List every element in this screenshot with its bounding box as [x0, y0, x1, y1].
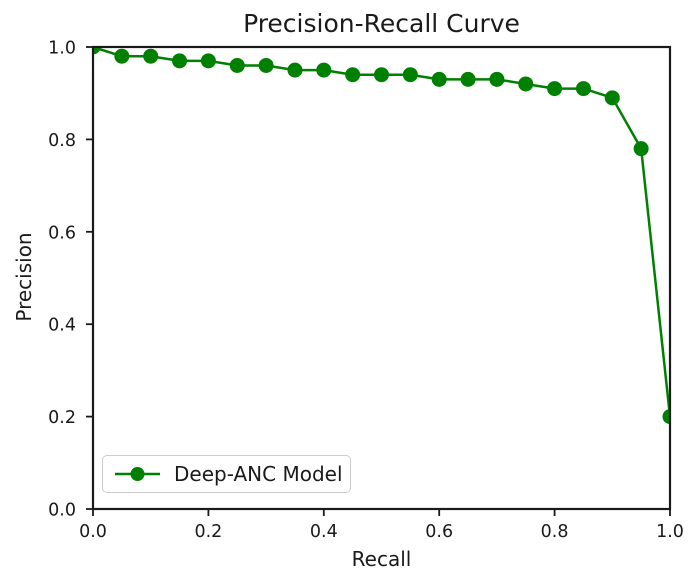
y-tick-label: 0.4 [48, 316, 76, 336]
y-tick-label: 0.8 [48, 131, 76, 151]
data-point-marker [460, 71, 476, 87]
x-axis-label: Recall [351, 547, 412, 571]
data-point-marker [229, 57, 245, 73]
series-line [93, 47, 670, 417]
data-point-marker [402, 67, 418, 83]
series-deep-anc-model [93, 47, 670, 425]
y-tick-label: 0.2 [48, 408, 76, 428]
data-point-marker [489, 71, 505, 87]
data-point-marker [200, 53, 216, 69]
data-point-marker [345, 67, 361, 83]
x-tick-label: 0.6 [425, 522, 453, 542]
legend: Deep-ANC Model [102, 455, 351, 493]
legend-label: Deep-ANC Model [174, 462, 343, 486]
data-point-marker [143, 48, 159, 64]
data-point-marker [431, 71, 447, 87]
data-point-marker [604, 90, 620, 106]
x-tick-label: 0.0 [79, 522, 107, 542]
data-point-marker [374, 67, 389, 83]
data-point-marker [633, 141, 649, 157]
y-axis-label: Precision [12, 232, 36, 322]
y-tick-label: 1.0 [48, 39, 76, 59]
x-tick-label: 0.4 [310, 522, 338, 542]
data-point-marker [575, 81, 591, 97]
x-tick-label: 0.2 [194, 522, 222, 542]
legend-line-marker-icon [115, 467, 160, 481]
data-point-marker [287, 62, 303, 78]
data-point-marker [114, 48, 130, 64]
data-point-marker [547, 81, 563, 97]
y-tick-label: 0.6 [48, 223, 76, 243]
y-tick-label: 0.0 [48, 501, 76, 521]
data-point-marker [172, 53, 188, 69]
chart-title: Precision-Recall Curve [243, 9, 520, 38]
data-point-marker [518, 76, 534, 92]
data-point-marker [316, 62, 332, 78]
data-point-marker [93, 47, 101, 55]
x-tick-label: 1.0 [656, 522, 684, 542]
x-tick-label: 0.8 [541, 522, 569, 542]
axes-spines [91, 45, 672, 511]
data-point-marker [662, 409, 670, 425]
data-point-marker [258, 57, 274, 73]
